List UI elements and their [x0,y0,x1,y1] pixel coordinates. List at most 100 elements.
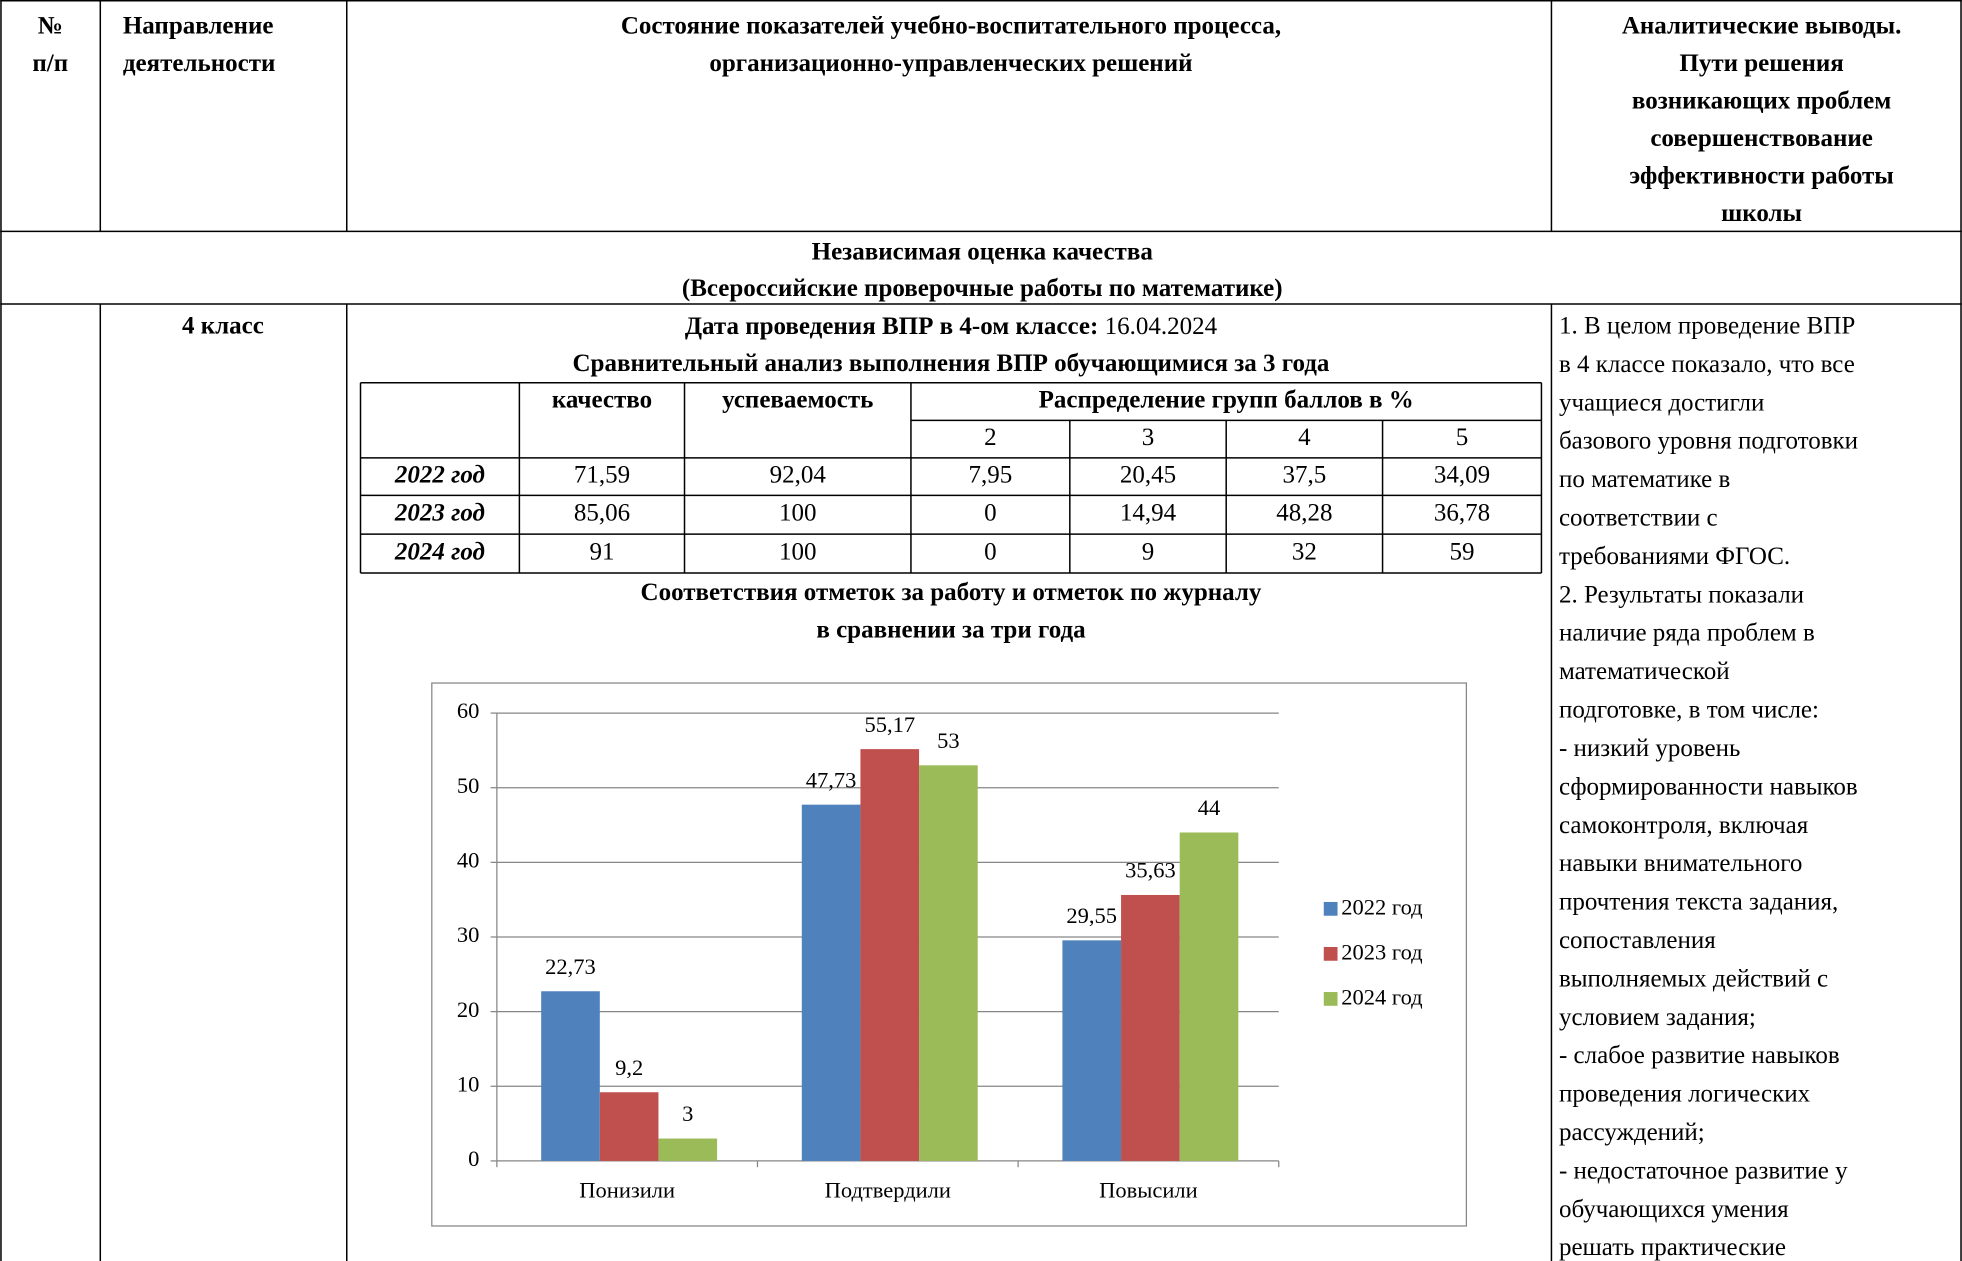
table-cell: 0 [984,500,997,527]
table-header: качество [552,386,652,413]
header-state: организационно-управленческих решений [709,50,1192,77]
conclusion-line: решать практические [1559,1234,1786,1261]
header-conclusions: Аналитические выводы. [1622,12,1902,39]
conclusion-line: выполняемых действий с [1559,965,1828,992]
table-cell: 14,94 [1120,500,1177,527]
bar [1121,894,1180,1161]
table-row-label: 2024 год [394,538,485,565]
conclusion-line: базового уровня подготовки [1559,428,1858,455]
legend-label: 2023 год [1341,940,1422,965]
conclusion-line: по математике в [1559,466,1730,493]
header-conclusions: эффективности работы [1629,162,1893,189]
bar [1062,940,1122,1161]
table-cell: 85,06 [574,500,630,527]
y-tick-label: 60 [457,698,480,723]
value-label: 22,73 [545,954,596,979]
header-number: № [38,12,63,39]
bar [860,749,920,1161]
conclusion-line: - недостаточное развитие у [1559,1157,1848,1184]
table-cell: 32 [1292,538,1317,565]
conclusion-line: требованиями ФГОС. [1559,543,1790,570]
table-cell: 0 [984,538,997,565]
conclusion-line: - низкий уровень [1559,735,1740,762]
y-tick-label: 40 [457,848,480,873]
table-header: Распределение групп баллов в % [1039,386,1414,413]
legend-label: 2024 год [1341,985,1422,1010]
y-tick-label: 10 [457,1071,480,1096]
y-tick-label: 0 [468,1146,479,1171]
table-header: успеваемость [722,386,873,413]
conclusion-line: - слабое развитие навыков [1559,1042,1840,1069]
conclusion-line: обучающихся умения [1559,1196,1789,1223]
row-direction: 4 класс [182,312,264,339]
header-state: Состояние показателей учебно-воспитатель… [621,12,1281,39]
header-conclusions: совершенствование [1650,125,1873,152]
date-line: Дата проведения ВПР в 4-ом классе: 16.04… [685,312,1218,339]
table-cell: 36,78 [1434,500,1490,527]
table-cell: 92,04 [770,461,827,488]
value-label: 29,55 [1066,903,1117,928]
chart-title: Соответствия отметок за работу и отметок… [641,579,1262,606]
table-row-label: 2022 год [394,461,485,488]
header-conclusions: Пути решения [1679,50,1843,77]
section-title: Независимая оценка качества [812,239,1154,266]
header-conclusions: возникающих проблем [1632,87,1891,114]
y-tick-label: 20 [457,997,480,1022]
x-tick-label: Подтвердили [825,1177,951,1202]
inner-table-borders [359,382,1543,574]
conclusion-line: прочтения текста задания, [1559,889,1838,916]
legend-swatch [1323,992,1338,1006]
bar [801,804,861,1161]
x-tick-label: Повысили [1099,1177,1198,1202]
conclusion-line: проведения логических [1559,1081,1811,1108]
table-cell: 100 [779,538,817,565]
table-cell: 100 [779,500,817,527]
conclusion-line: самоконтроля, включая [1559,812,1809,839]
table-subheader: 2 [984,424,997,451]
bar [658,1138,718,1161]
conclusion-line: сопоставления [1559,927,1716,954]
y-tick-label: 50 [457,773,480,798]
table-cell: 48,28 [1276,500,1332,527]
x-tick-label: Понизили [579,1177,675,1202]
value-label: 55,17 [864,712,915,737]
header-conclusions: школы [1721,200,1802,227]
value-label: 53 [937,728,960,753]
table-title: Сравнительный анализ выполнения ВПР обуч… [573,350,1330,377]
table-cell: 9 [1142,538,1155,565]
table-row-label: 2023 год [394,500,485,527]
chart-title: в сравнении за три года [816,616,1086,643]
conclusion-line: 1. В целом проведение ВПР [1559,312,1855,339]
value-label: 44 [1198,795,1221,820]
conclusion-line: соответствии с [1559,505,1718,532]
header-direction: деятельности [123,50,276,77]
bar [919,765,978,1161]
bar [599,1092,659,1161]
conclusion-line: 2. Результаты показали [1559,581,1804,608]
table-cell: 71,59 [574,461,630,488]
y-tick-label: 30 [457,922,480,947]
legend-swatch [1323,901,1338,916]
conclusion-line: навыки внимательного [1559,850,1802,877]
section-title: (Всероссийские проверочные работы по мат… [682,275,1283,302]
value-label: 35,63 [1125,858,1176,883]
conclusion-line: наличие ряда проблем в [1559,620,1815,647]
conclusion-line: условием задания; [1559,1004,1756,1031]
date-value: 16.04.2024 [1105,312,1218,339]
value-label: 3 [682,1101,693,1126]
legend-label: 2022 год [1341,895,1422,920]
conclusion-line: в 4 классе показало, что все [1559,351,1855,378]
conclusion-line: учащиеся достигли [1559,389,1764,416]
table-cell: 91 [589,538,614,565]
value-label: 9,2 [615,1055,643,1080]
conclusion-line: подготовке, в том числе: [1559,697,1819,724]
table-cell: 20,45 [1120,461,1176,488]
legend-swatch [1323,947,1338,961]
table-subheader: 3 [1142,424,1155,451]
value-label: 47,73 [806,767,857,792]
table-cell: 37,5 [1283,461,1327,488]
table-cell: 34,09 [1434,461,1490,488]
header-direction: Направление [123,12,274,39]
bar [541,991,600,1161]
